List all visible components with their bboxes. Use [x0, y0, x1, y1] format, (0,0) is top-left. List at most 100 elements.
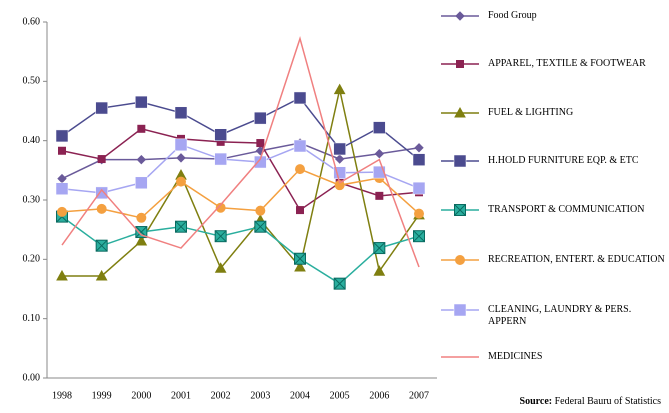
marker — [256, 139, 265, 148]
marker — [97, 155, 106, 164]
marker — [137, 124, 146, 133]
marker — [293, 139, 307, 153]
marker — [174, 138, 188, 152]
marker — [254, 155, 267, 169]
marker — [295, 164, 305, 175]
marker — [375, 191, 384, 200]
series-line — [61, 143, 420, 194]
marker-cross — [454, 204, 466, 216]
marker — [294, 252, 306, 265]
marker — [414, 208, 424, 219]
marker-cross — [333, 277, 346, 290]
marker — [95, 239, 108, 252]
marker — [333, 142, 346, 156]
marker-cross — [214, 230, 227, 243]
source-text: Federal Bauru of Statistics — [554, 396, 661, 407]
x-tick-label: 1998 — [52, 390, 72, 401]
marker-cross — [175, 220, 187, 233]
marker — [214, 230, 227, 243]
marker — [453, 154, 467, 168]
marker — [135, 234, 148, 246]
legend-label: TRANSPORT & COMMUNICATION — [488, 204, 645, 215]
marker — [456, 60, 464, 68]
x-tick-label: 2000 — [131, 390, 151, 401]
marker — [58, 146, 66, 155]
marker — [454, 204, 466, 216]
x-tick-label: 2004 — [290, 390, 310, 401]
marker — [136, 154, 147, 165]
marker — [214, 128, 227, 141]
marker — [254, 111, 267, 125]
marker — [373, 265, 386, 276]
series-line — [61, 216, 420, 285]
marker — [414, 143, 424, 153]
marker — [333, 83, 346, 95]
series-line — [61, 36, 420, 268]
series-line — [61, 127, 420, 212]
marker — [56, 269, 68, 281]
marker — [373, 121, 386, 134]
marker — [95, 101, 108, 115]
x-tick-label: 2007 — [409, 390, 429, 401]
legend-label: APPAREL, TEXTILE & FOOTWEAR — [488, 58, 646, 69]
y-tick-label: 0.30 — [23, 194, 41, 205]
marker-cross — [254, 220, 267, 233]
marker-cross — [413, 230, 425, 243]
marker — [96, 203, 107, 214]
y-tick-label: 0.50 — [23, 76, 41, 87]
y-tick-label: 0.40 — [23, 135, 41, 146]
x-tick-label: 2003 — [250, 390, 270, 401]
marker — [57, 206, 67, 217]
marker — [95, 186, 108, 200]
legend-label: CLEANING, LAUNDRY & PERS. APPERN — [488, 304, 632, 327]
marker — [412, 153, 426, 166]
marker-cross — [373, 242, 386, 254]
y-tick-label: 0.10 — [23, 313, 41, 324]
series-line — [61, 96, 420, 161]
marker — [255, 205, 266, 216]
marker — [296, 206, 304, 215]
marker — [453, 303, 467, 317]
marker — [374, 149, 385, 159]
x-tick-label: 2002 — [211, 390, 231, 401]
source-label: Source: — [519, 396, 553, 407]
x-tick-label: 1999 — [92, 390, 112, 401]
marker — [293, 91, 307, 105]
marker — [95, 269, 108, 281]
marker-cross — [294, 252, 306, 265]
legend-label: FUEL & LIGHTING — [488, 107, 574, 118]
legend-label: RECREATION, ENTERT. & EDUCATION — [488, 254, 665, 265]
marker — [333, 277, 346, 290]
y-tick-label: 0.60 — [23, 16, 41, 27]
marker — [215, 202, 226, 213]
marker — [334, 154, 345, 164]
marker — [136, 212, 147, 223]
marker — [454, 106, 466, 118]
marker — [413, 230, 425, 243]
marker — [455, 11, 465, 21]
marker-cross — [95, 239, 108, 252]
marker — [175, 220, 187, 233]
x-tick-label: 2001 — [171, 390, 191, 401]
marker — [254, 220, 267, 233]
marker — [373, 242, 386, 255]
legend-label: H.HOLD FURNITURE EQP. & ETC — [488, 155, 639, 166]
y-tick-label: 0.00 — [23, 372, 41, 383]
x-tick-label: 2005 — [330, 390, 350, 401]
marker — [176, 153, 186, 163]
source: Source: Federal Bauru of Statistics — [520, 396, 661, 407]
x-tick-label: 2006 — [369, 390, 389, 401]
series-line — [61, 142, 420, 180]
marker — [412, 181, 426, 195]
marker — [135, 176, 148, 190]
legend-label: Food Group — [488, 10, 537, 21]
marker — [294, 261, 306, 272]
marker — [214, 262, 227, 273]
marker — [176, 176, 186, 187]
marker — [55, 129, 69, 143]
series-line — [62, 89, 420, 277]
marker — [135, 95, 148, 109]
marker — [57, 173, 67, 184]
